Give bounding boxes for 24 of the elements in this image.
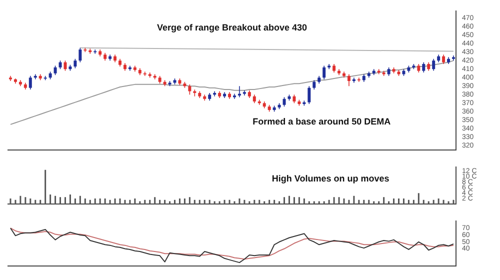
candlestick (442, 54, 446, 64)
annotation: Verge of range Breakout above 430 (156, 22, 308, 32)
candlestick (128, 65, 132, 72)
candlestick (94, 49, 97, 54)
candlestick (28, 76, 32, 90)
candlestick (357, 77, 360, 82)
candlestick (312, 80, 316, 90)
candlestick (282, 96, 286, 107)
candlestick (422, 62, 426, 73)
candlestick (213, 90, 216, 97)
candlestick (432, 58, 436, 72)
candlestick (78, 47, 82, 63)
candlestick (143, 71, 146, 76)
candlestick (88, 48, 92, 54)
candlestick (34, 74, 37, 80)
annotation: Formed a base around 50 DEMA (252, 116, 392, 127)
candlestick (238, 86, 241, 98)
candlestick (347, 74, 350, 87)
candlestick (74, 58, 77, 69)
candlestick (188, 84, 192, 96)
candlestick (54, 65, 57, 76)
annotation: High Volumes on up moves (272, 173, 390, 184)
candlestick (322, 65, 326, 80)
candlestick (308, 86, 311, 104)
